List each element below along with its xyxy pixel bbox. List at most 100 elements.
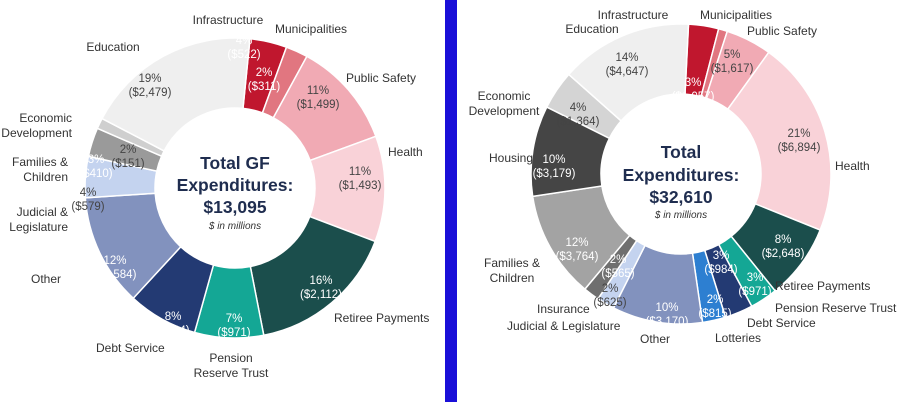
center-total: Total Expenditures:$32,610 $ in millions [623, 142, 740, 221]
slice-amount-infrastructure: ($1,057) [672, 91, 715, 103]
slice-amount-housing: ($3,179) [533, 168, 576, 180]
category-label-judicial-and-legislature: Judicial & Legislature [507, 319, 621, 333]
donut-slices [530, 23, 832, 325]
slice-amount-municipalities: ($311) [686, 123, 719, 135]
center-title-line-1: Total GF [200, 153, 270, 173]
donut-slices [84, 37, 386, 339]
slice-pct-other: 12% [103, 255, 126, 267]
center-title-line-2: Expenditures: [177, 175, 294, 195]
category-label-public-safety: Public Safety [747, 24, 817, 38]
slice-amount-other: ($3,170) [646, 316, 689, 328]
slice-amount-education: ($4,647) [606, 66, 649, 78]
slice-pct-lotteries: 2% [707, 294, 724, 306]
category-label-health: Health [835, 159, 870, 173]
slice-amount-retiree-payments: ($2,648) [762, 248, 805, 260]
slice-pct-judicial-and-legislature: 2% [602, 283, 619, 295]
category-label-insurance: Insurance [537, 302, 590, 316]
category-label-families-and-children: Families & Children [12, 155, 68, 184]
category-label-debt-service: Debt Service [96, 341, 165, 355]
category-label-pension-reserve-trust: Pension Reserve Trust [775, 301, 897, 315]
center-title-line-2: Expenditures: [623, 165, 740, 185]
center-total-value: $32,610 [649, 187, 713, 207]
category-label-education: Education [86, 40, 139, 54]
slice-pct-pension-reserve-trust: 3% [747, 272, 764, 284]
slice-pct-families-and-children: 12% [565, 237, 588, 249]
category-label-other: Other [640, 332, 670, 346]
slice-pct-economic-development: 4% [570, 102, 587, 114]
slice-amount-insurance: ($565) [601, 268, 634, 280]
category-label-lotteries: Lotteries [715, 331, 761, 345]
slice-value-labels: 4% ($522) 2% ($311) 11% ($1,499) 11% ($1,493) 16… [71, 35, 381, 339]
slice-education [101, 37, 251, 152]
category-label-judicial-and-legislature: Judicial & Legislature [9, 205, 68, 234]
total-expenditures-panel: 3% ($1,057) 1% ($311) 5% ($1,617) 21% ($6,894) 8… [457, 0, 900, 402]
slice-pct-health: 21% [787, 128, 810, 140]
slice-amount-families-and-children: ($3,764) [556, 251, 599, 263]
category-label-pension-reserve-trust: Pension Reserve Trust [194, 351, 269, 380]
category-labels: Infrastructure Municipalities Public Safet… [1, 13, 429, 380]
category-label-housing: Housing [489, 151, 533, 165]
slice-amount-families-and-children: ($410) [79, 168, 112, 180]
center-units-note: $ in millions [208, 221, 261, 232]
slice-amount-pension-reserve-trust: ($971) [217, 327, 250, 339]
category-labels: Infrastructure Municipalities Public Safet… [469, 8, 897, 346]
slice-pct-debt-service: 8% [165, 311, 182, 323]
category-label-municipalities: Municipalities [700, 8, 772, 22]
gf-expenditures-donut-chart: 4% ($522) 2% ($311) 11% ($1,499) 11% ($1,493) 16… [1, 13, 429, 380]
slice-pct-debt-service: 3% [713, 250, 730, 262]
slice-pct-retiree-payments: 16% [309, 275, 332, 287]
slice-pct-other: 10% [655, 302, 678, 314]
slice-amount-judicial-and-legislature: ($579) [71, 201, 104, 213]
gf-expenditures-panel: 4% ($522) 2% ($311) 11% ($1,499) 11% ($1,493) 16… [0, 0, 445, 402]
slice-amount-municipalities: ($311) [248, 81, 281, 93]
slice-amount-public-safety: ($1,617) [711, 63, 754, 75]
slice-amount-debt-service: ($984) [156, 325, 189, 337]
slice-pct-public-safety: 11% [307, 85, 329, 97]
slice-pct-education: 19% [138, 73, 161, 85]
category-label-retiree-payments: Retiree Payments [775, 279, 870, 293]
slice-amount-economic-development: ($151) [111, 158, 144, 170]
center-total-value: $13,095 [203, 197, 267, 217]
slice-value-labels: 3% ($1,057) 1% ($311) 5% ($1,617) 21% ($6,894) 8… [533, 49, 821, 328]
slice-pct-municipalities: 1% [694, 109, 711, 121]
category-label-municipalities: Municipalities [275, 22, 347, 36]
slice-amount-health: ($6,894) [778, 142, 821, 154]
slice-amount-other: ($1,584) [94, 269, 137, 281]
slice-pct-economic-development: 2% [120, 144, 137, 156]
slice-pct-judicial-and-legislature: 4% [80, 187, 97, 199]
slice-pct-families-and-children: 3% [88, 154, 105, 166]
slice-pct-pension-reserve-trust: 7% [226, 313, 243, 325]
slice-pct-health: 11% [349, 166, 371, 178]
category-label-health: Health [388, 145, 423, 159]
panel-divider [445, 0, 457, 402]
slice-amount-pension-reserve-trust: ($971) [738, 286, 771, 298]
category-label-retiree-payments: Retiree Payments [334, 311, 429, 325]
category-label-infrastructure: Infrastructure [193, 13, 264, 27]
category-label-education: Education [565, 22, 618, 36]
category-label-debt-service: Debt Service [747, 316, 816, 330]
category-label-infrastructure: Infrastructure [598, 8, 669, 22]
slice-amount-public-safety: ($1,499) [297, 99, 340, 111]
slice-amount-education: ($2,479) [129, 87, 172, 99]
slice-amount-lotteries: ($815) [698, 308, 731, 320]
category-label-other: Other [31, 272, 61, 286]
slice-amount-judicial-and-legislature: ($625) [593, 297, 626, 309]
slice-pct-insurance: 2% [610, 254, 627, 266]
category-label-economic-development: Economic Development [1, 111, 72, 140]
total-expenditures-donut-chart: 3% ($1,057) 1% ($311) 5% ($1,617) 21% ($6,894) 8… [469, 8, 897, 346]
slice-amount-infrastructure: ($522) [227, 49, 260, 61]
slice-pct-retiree-payments: 8% [775, 234, 792, 246]
slice-pct-infrastructure: 4% [236, 35, 253, 47]
category-label-public-safety: Public Safety [346, 71, 416, 85]
slice-pct-education: 14% [615, 52, 638, 64]
category-label-economic-development: Economic Development [469, 89, 540, 118]
category-label-families-and-children: Families & Children [484, 256, 540, 285]
center-units-note: $ in millions [654, 210, 707, 221]
center-title-line-1: Total [661, 142, 702, 162]
slice-amount-retiree-payments: ($2,112) [300, 289, 342, 301]
slice-education [567, 23, 690, 122]
slice-pct-municipalities: 2% [256, 67, 273, 79]
slice-pct-public-safety: 5% [724, 49, 741, 61]
